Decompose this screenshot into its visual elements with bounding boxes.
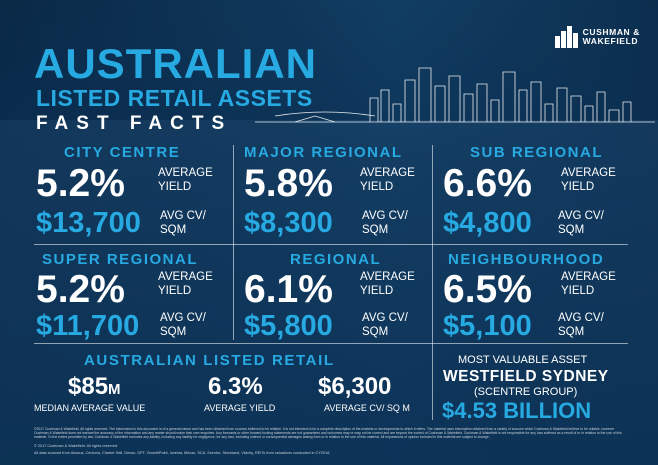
average-cv: $6,300 <box>318 373 392 400</box>
segment-yield: 5.2% <box>36 268 125 311</box>
yield-label-line1: AVERAGE <box>360 271 415 283</box>
summary-heading: AUSTRALIAN LISTED RETAIL <box>84 352 335 369</box>
value-label-line2: SQM <box>558 224 585 236</box>
value-label-line2: SQM <box>160 224 187 236</box>
value-label-line2: SQM <box>362 326 389 338</box>
yield-label-line1: AVERAGE <box>158 271 213 283</box>
median-value: $85M <box>68 374 121 403</box>
grid-divider-vertical-1 <box>233 145 234 340</box>
disclaimer-text: ©2017 Cushman & Wakefield. All rights re… <box>34 427 622 440</box>
segment-yield: 6.5% <box>443 268 532 311</box>
average-yield-label: AVERAGE YIELD <box>204 403 276 413</box>
brand-name-line2: WAKEFIELD <box>582 36 639 46</box>
yield-label-line2: YIELD <box>360 181 394 193</box>
background-cityscape <box>0 120 658 440</box>
poster-tagline: FAST FACTS <box>36 113 233 134</box>
value-label-line2: SQM <box>558 326 585 338</box>
yield-label-line1: AVERAGE <box>561 167 616 179</box>
yield-label-line1: AVERAGE <box>158 167 213 179</box>
segment-title: SUB REGIONAL <box>470 144 604 161</box>
grid-divider-vertical-2 <box>432 145 433 420</box>
segment-yield: 6.1% <box>244 268 333 311</box>
value-label-line1: AVG CV/ <box>558 210 604 222</box>
average-cv-label: AVERAGE CV/ SQ M <box>324 403 410 413</box>
yield-label-line1: AVERAGE <box>360 167 415 179</box>
skyline-illustration <box>255 67 655 123</box>
value-label-line2: SQM <box>160 326 187 338</box>
yield-label-line2: YIELD <box>561 285 595 297</box>
most-valuable-group: (SCENTRE GROUP) <box>474 386 578 398</box>
grid-divider-horizontal-2 <box>34 343 628 344</box>
brand-name: CUSHMAN & WAKEFIELD <box>583 28 640 46</box>
segment-yield: 5.8% <box>244 162 333 205</box>
yield-label-line2: YIELD <box>561 181 595 193</box>
copyright-text: © 2017 Cushman & Wakefield. All rights r… <box>34 444 119 448</box>
segment-value: $11,700 <box>36 310 140 342</box>
value-label-line1: AVG CV/ <box>362 312 408 324</box>
median-value-number: $85 <box>68 373 109 400</box>
poster-title: AUSTRALIAN <box>34 40 317 87</box>
value-label-line2: SQM <box>362 224 389 236</box>
yield-label-line1: AVERAGE <box>561 271 616 283</box>
segment-value: $4,800 <box>443 207 532 239</box>
segment-title: CITY CENTRE <box>64 144 181 161</box>
segment-yield: 6.6% <box>443 162 532 205</box>
buildings-logo-icon <box>554 26 579 48</box>
yield-label-line2: YIELD <box>158 181 192 193</box>
value-label-line1: AVG CV/ <box>160 312 206 324</box>
value-label-line1: AVG CV/ <box>362 210 408 222</box>
segment-title: REGIONAL <box>290 251 382 268</box>
grid-divider-horizontal-1 <box>34 244 628 245</box>
value-label-line1: AVG CV/ <box>558 312 604 324</box>
segment-title: NEIGHBOURHOOD <box>448 251 605 268</box>
median-value-label: MEDIAN AVERAGE VALUE <box>34 403 146 413</box>
yield-label-line2: YIELD <box>158 285 192 297</box>
segment-title: MAJOR REGIONAL <box>244 144 403 161</box>
segment-value: $13,700 <box>36 207 141 239</box>
yield-label-line2: YIELD <box>360 285 394 297</box>
average-yield: 6.3% <box>208 373 263 400</box>
most-valuable-value: $4.53 BILLION <box>442 398 592 423</box>
segment-value: $8,300 <box>244 207 333 239</box>
brand-name-line1: CUSHMAN & <box>582 27 640 37</box>
value-label-line1: AVG CV/ <box>160 210 206 222</box>
median-value-unit: M <box>108 381 121 398</box>
brand-logo: CUSHMAN & WAKEFIELD <box>554 26 640 48</box>
poster-subtitle: LISTED RETAIL ASSETS <box>36 85 313 111</box>
sources-text: All data sourced from Abacus, Centuria, … <box>34 451 331 455</box>
segment-yield: 5.2% <box>36 162 125 205</box>
most-valuable-heading: MOST VALUABLE ASSET <box>458 354 588 366</box>
segment-value: $5,800 <box>244 310 333 342</box>
segment-value: $5,100 <box>443 310 532 342</box>
segment-title: SUPER REGIONAL <box>42 251 199 268</box>
most-valuable-name: WESTFIELD SYDNEY <box>443 368 609 385</box>
